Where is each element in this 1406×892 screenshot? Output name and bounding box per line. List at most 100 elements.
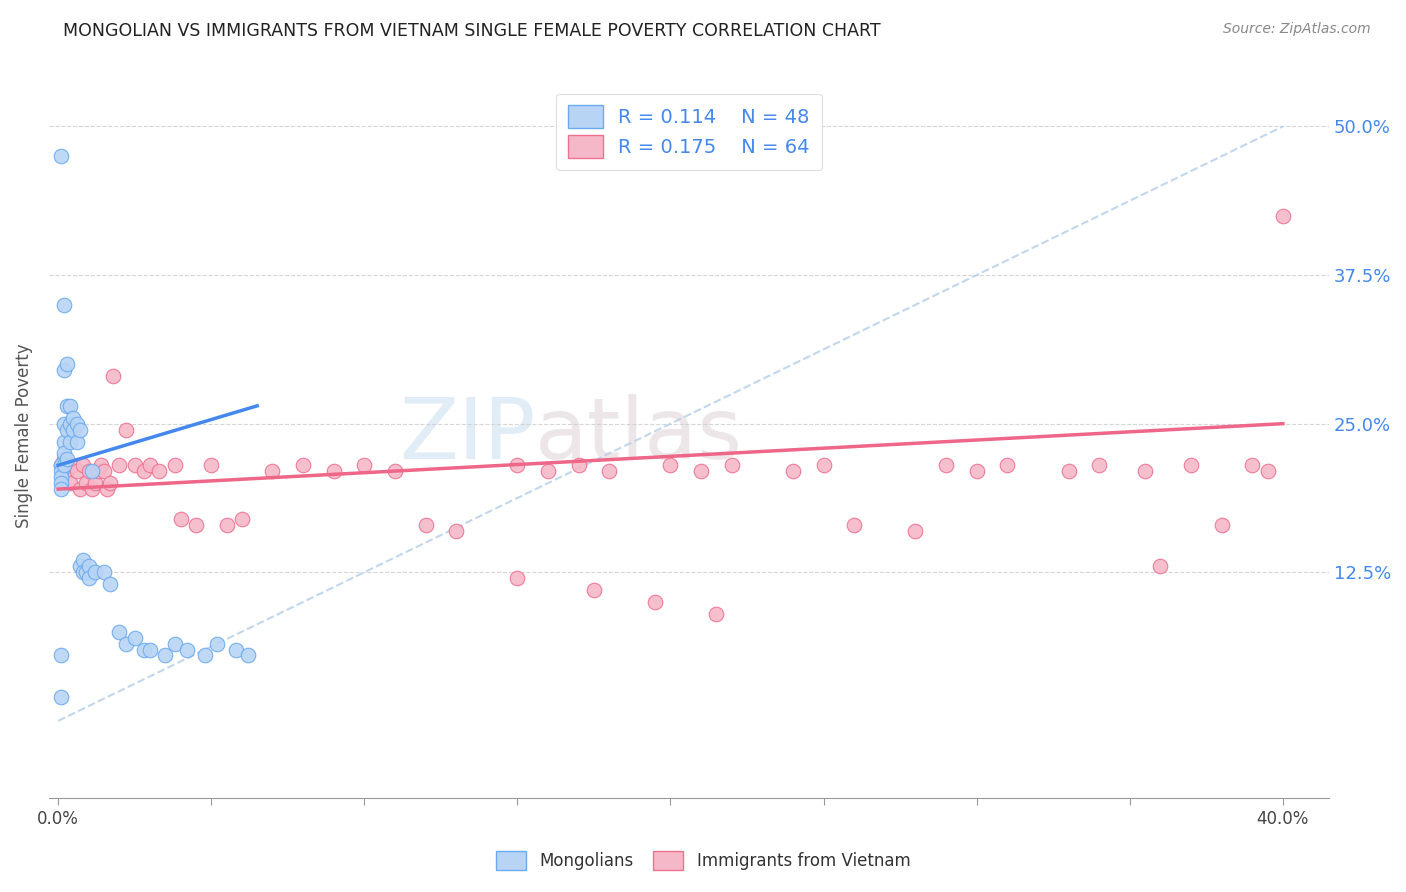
Point (51, 470, 73, 484)
Legend: R = 0.114    N = 48, R = 0.175    N = 64: R = 0.114 N = 48, R = 0.175 N = 64 (557, 94, 821, 169)
Point (1211, 517, 1233, 532)
Point (51, 149, 73, 163)
Point (225, 642, 247, 657)
Point (1257, 464, 1279, 478)
Point (77, 559, 100, 574)
Point (51, 690, 73, 704)
Text: Source: ZipAtlas.com: Source: ZipAtlas.com (1223, 22, 1371, 37)
Point (59, 476, 82, 491)
Point (59, 399, 82, 413)
Point (103, 369, 125, 384)
Point (163, 637, 186, 651)
Point (155, 648, 177, 663)
Point (176, 642, 198, 657)
Point (51, 648, 73, 663)
Point (139, 642, 162, 657)
Y-axis label: Single Female Poverty: Single Female Poverty (15, 343, 32, 528)
Legend: Mongolians, Immigrants from Vietnam: Mongolians, Immigrants from Vietnam (489, 844, 917, 877)
Point (1088, 458, 1111, 473)
Point (148, 464, 170, 478)
Point (69, 482, 91, 496)
Point (98, 577, 121, 591)
Point (114, 637, 136, 651)
Point (65, 464, 87, 478)
Point (96, 482, 118, 496)
Point (56, 452, 79, 467)
Point (65, 417, 87, 431)
Point (353, 458, 375, 473)
Point (292, 458, 315, 473)
Point (56, 399, 79, 413)
Point (90, 458, 112, 473)
Point (169, 512, 191, 526)
Point (62, 423, 84, 437)
Point (582, 583, 605, 598)
Point (72, 553, 94, 567)
Point (720, 458, 742, 473)
Point (194, 648, 217, 663)
Point (53, 434, 76, 449)
Point (124, 458, 146, 473)
Point (53, 363, 76, 377)
Point (415, 517, 437, 532)
Point (1180, 458, 1202, 473)
Point (813, 458, 835, 473)
Point (72, 566, 94, 580)
Point (77, 464, 100, 478)
Point (200, 458, 222, 473)
Point (236, 648, 259, 663)
Point (75, 566, 97, 580)
Point (51, 476, 73, 491)
Point (53, 417, 76, 431)
Point (322, 464, 344, 478)
Point (56, 423, 79, 437)
Point (114, 423, 136, 437)
Point (537, 464, 560, 478)
Point (108, 624, 131, 639)
Point (506, 458, 529, 473)
Point (65, 434, 87, 449)
Point (80, 464, 103, 478)
Point (1149, 559, 1171, 574)
Point (844, 517, 866, 532)
Point (93, 566, 115, 580)
Text: ZIP: ZIP (399, 394, 536, 477)
Point (51, 482, 73, 496)
Point (215, 517, 238, 532)
Point (262, 464, 284, 478)
Point (69, 559, 91, 574)
Point (59, 417, 82, 431)
Point (108, 458, 131, 473)
Point (568, 458, 591, 473)
Point (93, 464, 115, 478)
Point (706, 607, 728, 621)
Point (124, 631, 146, 645)
Point (53, 446, 76, 460)
Point (207, 637, 229, 651)
Point (644, 595, 666, 609)
Point (77, 571, 100, 585)
Point (966, 464, 988, 478)
Point (995, 458, 1018, 473)
Point (132, 642, 155, 657)
Point (80, 482, 103, 496)
Point (659, 458, 682, 473)
Point (935, 458, 957, 473)
Point (83, 566, 105, 580)
Point (231, 512, 253, 526)
Point (62, 458, 84, 473)
Point (87, 464, 110, 478)
Point (1133, 464, 1156, 478)
Point (506, 571, 529, 585)
Point (690, 464, 713, 478)
Text: MONGOLIAN VS IMMIGRANTS FROM VIETNAM SINGLE FEMALE POVERTY CORRELATION CHART: MONGOLIAN VS IMMIGRANTS FROM VIETNAM SIN… (63, 22, 882, 40)
Point (53, 452, 76, 467)
Point (72, 458, 94, 473)
Point (51, 458, 73, 473)
Point (132, 464, 155, 478)
Point (782, 464, 804, 478)
Point (56, 464, 79, 478)
Point (53, 458, 76, 473)
Point (163, 458, 186, 473)
Point (59, 434, 82, 449)
